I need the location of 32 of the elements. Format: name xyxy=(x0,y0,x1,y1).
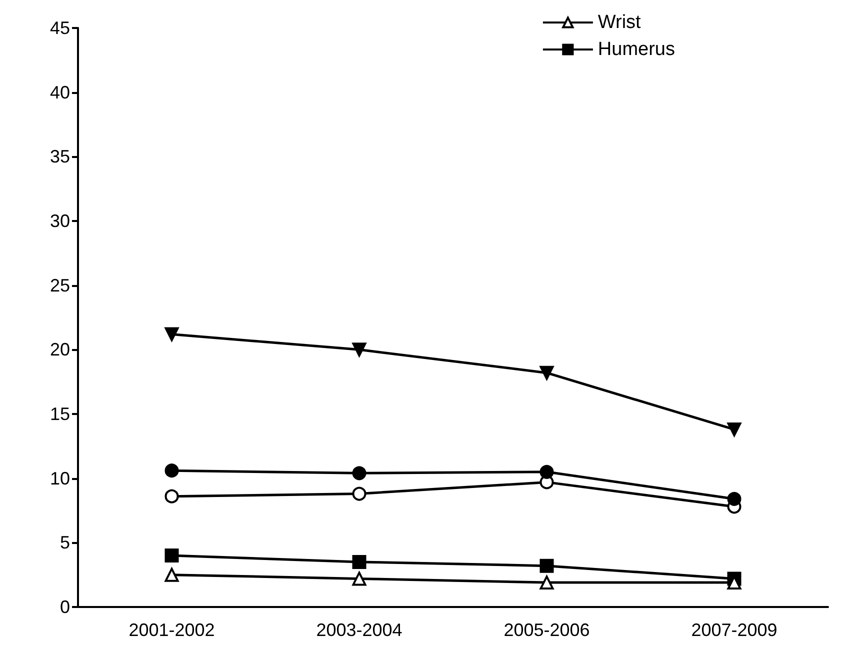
point xyxy=(164,489,179,504)
y-tick-label: 25 xyxy=(50,275,70,296)
y-tick-label: 10 xyxy=(50,468,70,488)
point xyxy=(352,466,366,480)
point xyxy=(352,342,366,357)
point xyxy=(164,548,179,563)
y-tick-label: 35 xyxy=(50,146,70,167)
y-tick-label: 5 xyxy=(60,532,70,553)
y-tick-label: 15 xyxy=(50,404,70,424)
legend-label: Wrist xyxy=(598,12,642,33)
y-tick-label: 40 xyxy=(50,82,70,102)
point xyxy=(164,568,179,582)
y-tick-label: 20 xyxy=(50,340,70,360)
x-tick-label: 2001-2002 xyxy=(128,620,215,640)
y-tick-label: 0 xyxy=(60,597,70,617)
point xyxy=(540,558,554,573)
point xyxy=(540,464,554,479)
point xyxy=(164,327,179,342)
x-tick-label: 2003-2004 xyxy=(316,620,402,640)
x-tick-label: 2007-2009 xyxy=(691,620,778,640)
point xyxy=(540,366,554,380)
point xyxy=(352,486,366,501)
point xyxy=(727,422,742,436)
point xyxy=(352,572,366,586)
point xyxy=(352,554,366,569)
legend-label: Humerus xyxy=(598,39,675,60)
point xyxy=(540,576,554,590)
y-tick-label: 45 xyxy=(50,18,70,38)
point xyxy=(164,464,179,478)
x-tick-label: 2005-2006 xyxy=(504,620,590,640)
point xyxy=(727,492,742,506)
y-tick-label: 30 xyxy=(50,211,70,231)
